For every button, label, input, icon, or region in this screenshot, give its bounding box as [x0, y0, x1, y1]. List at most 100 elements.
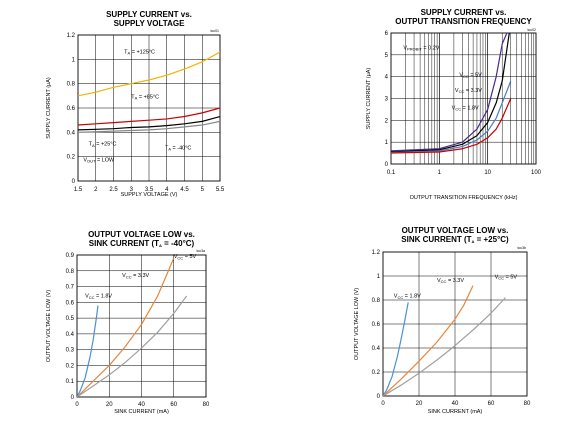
figure-code: toc01: [210, 29, 219, 33]
curve-label-1: VCC = 5V: [495, 274, 518, 280]
y-tick-label: 0.6: [66, 300, 75, 306]
curve-label-5: VOUT = LOW: [83, 158, 115, 164]
y-tick-label: 3: [385, 97, 389, 103]
chart-panel-3: OUTPUT VOLTAGE LOW vs.SINK CURRENT (TA =…: [46, 230, 210, 415]
x-axis-label: SINK CURRENT (mA): [114, 409, 169, 415]
x-tick-label: 80: [524, 401, 531, 407]
chart-subtitle: SINK CURRENT (TA = +25°C): [401, 235, 509, 244]
series-line-1: [77, 305, 99, 397]
series-line-3: [78, 115, 220, 131]
x-tick-label: 2: [94, 187, 98, 193]
x-tick-label: 3: [130, 187, 134, 193]
x-tick-label: 0: [381, 401, 385, 407]
y-tick-label: 0.8: [372, 298, 381, 304]
plot-frame: [382, 251, 528, 397]
y-tick-label: 0.4: [66, 332, 75, 338]
curve-label-3: VCC = 1.8V: [394, 294, 421, 300]
curve-label-3: VCC = 3.3V: [455, 88, 482, 94]
gridlines: [78, 35, 220, 181]
y-tick-label: 0.2: [372, 370, 381, 376]
x-tick-label: 40: [452, 401, 459, 407]
chart-title: SUPPLY CURRENT vs.: [421, 8, 507, 17]
x-tick-label: 3.5: [145, 187, 154, 193]
y-tick-label: 1.2: [67, 33, 76, 39]
y-tick-label: 0.4: [67, 130, 76, 136]
x-tick-label: 80: [203, 402, 210, 408]
curve-label-2: VCC = 3.3V: [437, 278, 464, 284]
plot-frame: [390, 32, 537, 165]
series-line-4: [78, 120, 220, 133]
x-tick-label: 10: [484, 170, 491, 176]
chart-subtitle: SINK CURRENT (TA = -40°C): [89, 239, 195, 248]
curve-label-3: VCC = 1.8V: [85, 294, 112, 300]
curve-label-2: TA = +85°C: [131, 94, 159, 100]
x-tick-label: 60: [170, 402, 177, 408]
curve-label-4: TA = -40°C: [165, 145, 191, 151]
curve-label-1: TA = +125°C: [124, 49, 155, 55]
series-group: [391, 33, 512, 154]
y-tick-label: 0.2: [66, 363, 75, 369]
curve-label-3: TA = +25°C: [89, 142, 117, 148]
y-tick-label: 0.6: [67, 106, 76, 112]
y-tick-label: 0.8: [66, 269, 75, 275]
x-tick-label: 20: [106, 402, 113, 408]
y-tick-label: 0.6: [372, 322, 381, 328]
y-tick-label: 0: [72, 179, 76, 185]
x-tick-label: 1: [438, 170, 442, 176]
y-tick-label: 0.9: [66, 253, 75, 259]
curve-label-2: VCC = 3.3V: [122, 273, 149, 279]
x-axis-label: OUTPUT TRANSITION FREQUENCY (kHz): [410, 195, 518, 201]
y-tick-label: 1: [377, 274, 381, 280]
y-tick-label: 0.4: [372, 346, 381, 352]
series-line-3: [391, 80, 512, 154]
y-tick-label: 5: [385, 53, 389, 59]
chart-title: OUTPUT VOLTAGE LOW vs.: [88, 230, 195, 239]
gridlines: [77, 255, 206, 397]
chart-subtitle: OUTPUT TRANSITION FREQUENCY: [395, 17, 532, 26]
figure-code: toc3a: [196, 249, 205, 253]
curve-label-1: VPROBIT = 0.2V: [403, 45, 439, 51]
x-tick-label: 5: [201, 187, 205, 193]
y-axis-label: SUPPLY CURRENT (µA): [366, 68, 372, 130]
figure-code: toc02: [527, 28, 536, 32]
series-line-2: [383, 285, 474, 396]
y-axis-label: SUPPLY CURRENT (µA): [46, 77, 52, 139]
figure-code: toc3b: [517, 246, 526, 250]
x-axis-label: SUPPLY VOLTAGE (V): [121, 192, 178, 198]
y-tick-label: 6: [385, 31, 389, 37]
x-tick-label: 4: [165, 187, 169, 193]
x-tick-label: 1.5: [74, 187, 83, 193]
series-line-2: [77, 257, 175, 397]
gridlines: [391, 33, 536, 164]
curve-label-2: VCC = 5V: [459, 73, 482, 79]
chart-panel-2: SUPPLY CURRENT vs.OUTPUT TRANSITION FREQ…: [366, 8, 542, 201]
x-axis-label: SINK CURRENT (mA): [428, 409, 483, 415]
y-tick-label: 0.2: [67, 155, 76, 161]
series-line-2: [78, 107, 220, 126]
plot-frame: [76, 254, 207, 398]
y-tick-label: 4: [385, 75, 389, 81]
y-tick-label: 1.2: [372, 250, 381, 256]
x-tick-label: 2.5: [109, 187, 118, 193]
y-tick-label: 0.7: [66, 285, 75, 291]
x-tick-label: 40: [138, 402, 145, 408]
y-tick-label: 0.3: [66, 348, 75, 354]
curve-label-1: VCC = 5V: [174, 254, 197, 260]
chart-subtitle: SUPPLY VOLTAGE: [114, 19, 185, 28]
series-group: [78, 51, 220, 133]
y-tick-label: 0: [385, 162, 389, 168]
series-group: [383, 285, 506, 396]
y-axis-label: OUTPUT VOLTAGE LOW (V): [354, 288, 360, 360]
x-tick-label: 100: [531, 170, 542, 176]
curve-label-4: VCC = 1.8V: [452, 105, 479, 111]
series-line-2: [391, 33, 510, 153]
y-tick-label: 2: [385, 118, 389, 124]
y-tick-label: 0.5: [66, 316, 75, 322]
x-tick-label: 0: [75, 402, 79, 408]
y-tick-label: 0: [71, 395, 75, 401]
chart-panel-4: OUTPUT VOLTAGE LOW vs.SINK CURRENT (TA =…: [354, 226, 531, 415]
chart-title: SUPPLY CURRENT vs.: [106, 10, 192, 19]
y-tick-label: 0.1: [66, 379, 75, 385]
x-tick-label: 4.5: [180, 187, 189, 193]
